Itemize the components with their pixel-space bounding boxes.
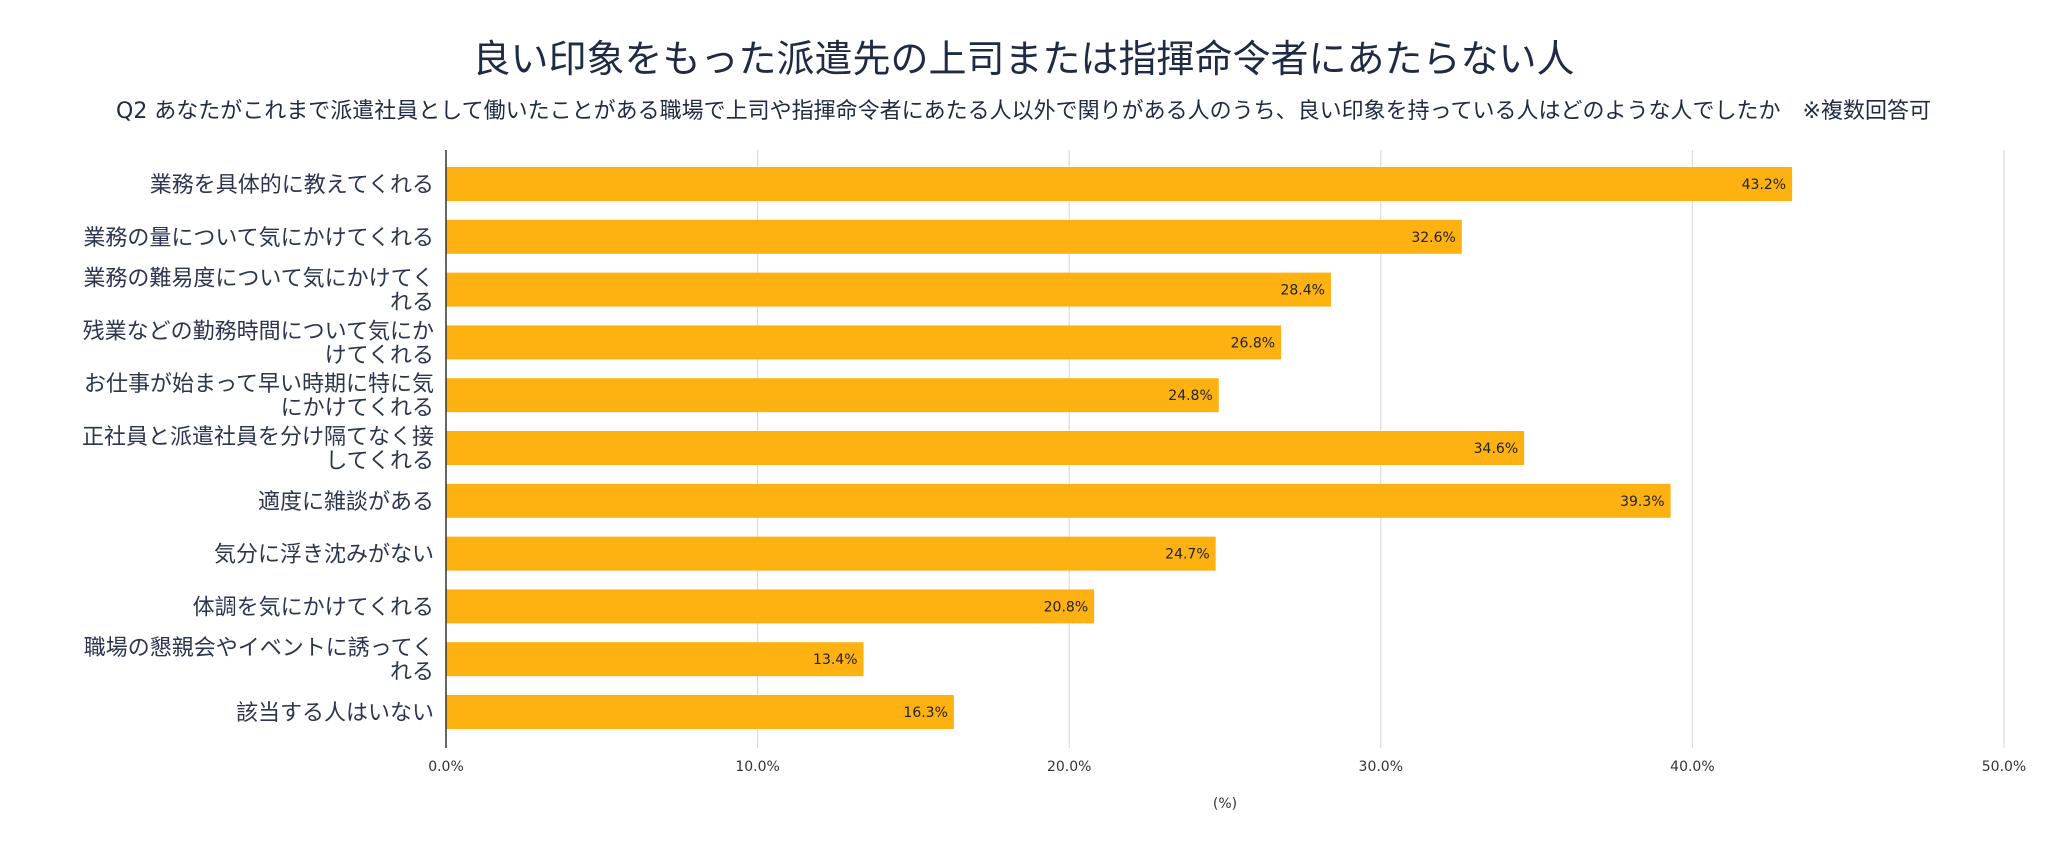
bars: 43.2% 32.6% 28.4% 26.8% 24.8% 34.6% 39.3% 24.7%… xyxy=(446,167,1793,729)
x-tick-labels: 0.0% 10.0% 20.0% 30.0% 40.0% 50.0% xyxy=(428,759,2026,775)
bar xyxy=(446,642,864,677)
bar-value-label: 43.2% xyxy=(1742,177,1786,193)
category-label: 業務を具体的に教えてくれる xyxy=(150,173,434,198)
bar xyxy=(446,378,1219,413)
bar-value-label: 32.6% xyxy=(1411,230,1455,246)
x-tick-label: 40.0% xyxy=(1670,759,1714,775)
category-label: お仕事が始まって早い時期に特に気にかけてくれる xyxy=(84,372,434,421)
category-label: 職場の懇親会やイベントに誘ってくれる xyxy=(84,636,434,685)
chart-title: 良い印象をもった派遣先の上司または指揮命令者にあたらない人 xyxy=(472,37,1575,81)
category-labels: 業務を具体的に教えてくれる業務の量について気にかけてくれる業務の難易度について気… xyxy=(82,173,434,726)
category-label: 体調を気にかけてくれる xyxy=(193,595,434,620)
x-tick-label: 30.0% xyxy=(1359,759,1403,775)
chart-subtitle: Q2 あなたがこれまで派遣社員として働いたことがある職場で上司や指揮命令者にあた… xyxy=(116,99,1931,124)
x-tick-label: 50.0% xyxy=(1982,759,2026,775)
bar xyxy=(446,167,1793,201)
category-label: 残業などの勤務時間について気にかけてくれる xyxy=(83,319,434,368)
bar xyxy=(446,695,954,729)
bar-value-label: 26.8% xyxy=(1231,335,1275,351)
bar xyxy=(446,483,1671,518)
bar-value-label: 34.6% xyxy=(1474,441,1518,457)
category-label: 正社員と派遣社員を分け隔てなく接してくれる xyxy=(82,425,434,474)
x-tick-label: 10.0% xyxy=(735,759,779,775)
bar-value-label: 39.3% xyxy=(1620,494,1664,510)
bar xyxy=(446,219,1462,254)
bar-value-label: 24.7% xyxy=(1165,547,1209,563)
bar xyxy=(446,589,1095,624)
bar-value-label: 20.8% xyxy=(1044,599,1088,615)
category-label: 適度に雑談がある xyxy=(258,490,434,515)
bar xyxy=(446,272,1331,307)
bar xyxy=(446,325,1282,360)
bar xyxy=(446,431,1525,465)
bar-value-label: 13.4% xyxy=(813,652,857,668)
category-label: 業務の難易度について気にかけてくれる xyxy=(83,267,434,316)
category-label: 業務の量について気にかけてくれる xyxy=(83,226,434,251)
bar-value-label: 24.8% xyxy=(1168,388,1212,404)
x-tick-label: 0.0% xyxy=(428,759,464,775)
category-label: 気分に浮き沈みがない xyxy=(214,543,434,568)
bar-value-label: 16.3% xyxy=(903,705,947,721)
x-tick-label: 20.0% xyxy=(1047,759,1091,775)
x-axis-label: (%) xyxy=(1213,796,1237,812)
bar-value-label: 28.4% xyxy=(1280,283,1324,299)
category-label: 該当する人はいない xyxy=(236,701,434,726)
bar xyxy=(446,536,1216,571)
